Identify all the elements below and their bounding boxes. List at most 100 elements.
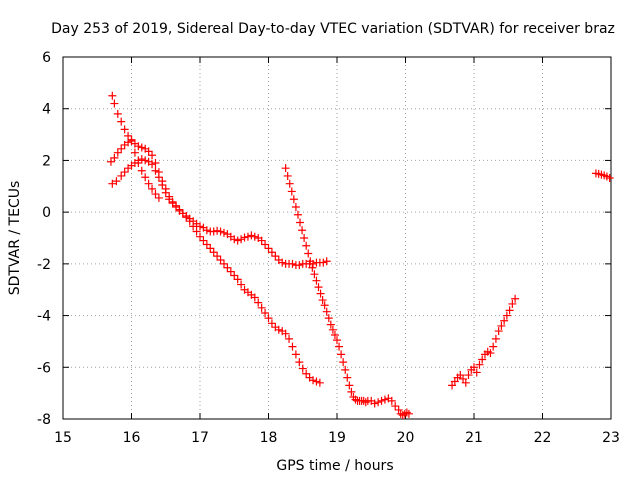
data-point xyxy=(219,228,228,237)
x-tick-label: 23 xyxy=(602,430,620,446)
data-point xyxy=(293,210,302,219)
data-point xyxy=(267,248,276,257)
data-point xyxy=(461,378,470,387)
data-point xyxy=(289,195,298,204)
data-point xyxy=(120,168,129,177)
data-point xyxy=(172,202,181,211)
data-point xyxy=(278,258,287,267)
data-point xyxy=(199,236,208,245)
data-point xyxy=(151,166,160,175)
data-point xyxy=(165,195,174,204)
data-point xyxy=(486,349,495,358)
data-point xyxy=(261,308,270,317)
data-point xyxy=(196,222,204,231)
data-point xyxy=(502,311,511,320)
x-tick-label: 19 xyxy=(328,430,346,446)
x-axis-label: GPS time / hours xyxy=(276,458,393,474)
data-point xyxy=(402,408,411,417)
data-point xyxy=(314,283,323,292)
data-point xyxy=(296,218,305,227)
data-point xyxy=(316,289,325,298)
data-point xyxy=(202,226,211,235)
data-point xyxy=(324,314,333,323)
series-track-d xyxy=(281,164,413,420)
data-points xyxy=(106,91,614,420)
data-point xyxy=(287,187,296,196)
y-tick-label: 6 xyxy=(42,50,51,66)
data-point xyxy=(337,350,346,359)
y-tick-label: 0 xyxy=(42,205,51,221)
chart-title: Day 253 of 2019, Sidereal Day-to-day VTE… xyxy=(51,21,615,37)
data-point xyxy=(257,303,266,312)
data-point xyxy=(361,398,370,407)
data-point xyxy=(206,244,215,253)
data-point xyxy=(285,334,294,343)
data-point xyxy=(223,263,232,272)
data-point xyxy=(137,155,146,164)
data-point xyxy=(298,364,307,373)
data-point xyxy=(120,125,129,134)
data-point xyxy=(475,360,484,369)
data-point xyxy=(113,109,122,118)
data-point xyxy=(196,232,204,241)
data-point xyxy=(141,173,150,182)
data-point xyxy=(267,319,276,328)
data-point xyxy=(134,142,143,151)
data-point xyxy=(398,411,407,420)
data-point xyxy=(230,271,239,280)
data-point xyxy=(127,137,136,146)
data-point xyxy=(148,151,157,160)
data-point xyxy=(464,371,473,380)
data-point xyxy=(233,275,242,284)
data-point xyxy=(154,193,163,202)
data-point xyxy=(377,396,386,405)
data-point xyxy=(315,378,324,387)
data-point xyxy=(148,184,157,193)
data-point xyxy=(341,365,350,374)
data-point xyxy=(108,91,117,100)
data-point xyxy=(112,177,121,186)
series-track-b xyxy=(108,155,331,270)
data-point xyxy=(295,358,304,367)
axis-ticks xyxy=(62,56,612,420)
data-point xyxy=(144,147,153,156)
series-track-e xyxy=(448,294,520,390)
y-tick-label: 4 xyxy=(42,102,51,118)
data-point xyxy=(500,316,509,325)
data-point xyxy=(312,276,321,285)
data-point xyxy=(351,395,360,404)
x-tick-label: 15 xyxy=(54,430,72,446)
data-point xyxy=(320,301,329,310)
data-point xyxy=(328,325,337,334)
data-point xyxy=(511,294,520,303)
y-tick-label: -4 xyxy=(37,309,51,325)
data-point xyxy=(230,235,239,244)
data-point xyxy=(306,257,315,266)
y-tick-label: -2 xyxy=(37,257,51,273)
x-tick-label: 22 xyxy=(534,430,552,446)
data-point xyxy=(257,236,266,245)
data-point xyxy=(310,270,319,279)
data-point xyxy=(110,99,119,108)
data-point xyxy=(237,235,246,244)
data-point xyxy=(158,180,167,189)
data-point xyxy=(243,232,252,241)
data-point xyxy=(304,249,313,258)
x-tick-label: 21 xyxy=(465,430,483,446)
data-point xyxy=(291,202,300,211)
data-point xyxy=(124,138,133,147)
data-point xyxy=(108,179,117,188)
data-point xyxy=(213,226,222,235)
data-point xyxy=(110,153,119,162)
data-point xyxy=(250,232,259,241)
data-point xyxy=(261,240,270,249)
data-point xyxy=(470,363,478,372)
data-point xyxy=(291,350,300,359)
data-point xyxy=(497,321,506,330)
data-point xyxy=(285,179,294,188)
data-point xyxy=(380,395,389,404)
data-point xyxy=(237,280,246,289)
y-tick-label: -6 xyxy=(37,360,51,376)
series-track-f xyxy=(591,169,614,183)
data-point xyxy=(387,396,396,405)
